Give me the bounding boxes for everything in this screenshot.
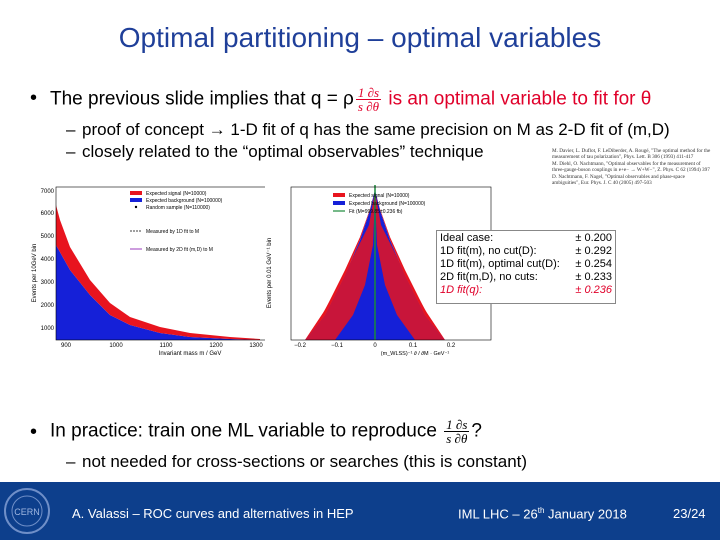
plot-left-ylabel: Events per 10GeV bin: [32, 244, 38, 303]
legend-swatch: [130, 191, 142, 195]
results-row: 1D fit(m), optimal cut(D): ± 0.254: [440, 258, 612, 271]
bullet-2-prefix: In practice: train one ML variable to re…: [50, 420, 443, 442]
xtick: −0.2: [294, 343, 307, 349]
event-superscript: th: [537, 506, 545, 515]
sub-bullet-2: – closely related to the “optimal observa…: [66, 142, 484, 161]
results-row: 2D fit(m,D), no cuts: ± 0.233: [440, 271, 612, 284]
results-value: ± 0.236: [575, 284, 612, 296]
legend-entry: Expected background (N=100000): [146, 198, 223, 204]
event-prefix: IML LHC – 26: [458, 506, 538, 522]
plot-left-xlabel: Invariant mass m / GeV: [159, 351, 222, 357]
background-area: [56, 245, 260, 340]
xtick: 900: [61, 343, 72, 349]
event-suffix: January 2018: [544, 506, 627, 522]
bullet-1-prefix: The previous slide implies that q = ρ: [50, 88, 354, 110]
legend-entry: Measured by 2D fit (m,D) to M: [146, 247, 213, 253]
xtick: 0: [373, 343, 377, 349]
ytick: 1000: [41, 326, 55, 332]
xtick: −0.1: [331, 343, 344, 349]
plot-right-ylabel: Events per 0.01 GeV⁻¹ bin: [267, 238, 273, 309]
ytick: 2000: [41, 303, 55, 309]
derivative-fraction: 1 ∂s s ∂θ: [355, 85, 382, 114]
footer-bar: CERN A. Valassi – ROC curves and alterna…: [0, 482, 720, 540]
bullet-marker: •: [30, 421, 38, 443]
ytick: 3000: [41, 280, 55, 286]
xtick: 0.1: [409, 343, 418, 349]
fraction-denominator: s ∂θ: [446, 431, 468, 446]
results-value: ± 0.200: [575, 232, 612, 244]
footer-author: A. Valassi – ROC curves and alternatives…: [72, 506, 354, 521]
results-row: 1D fit(m), no cut(D): ± 0.292: [440, 245, 612, 258]
legend-entry: Expected signal (N=10000): [349, 193, 410, 199]
bullet-marker: •: [30, 87, 38, 109]
signal-area: [56, 205, 260, 340]
sub-bullet-3-text: not needed for cross-sections or searche…: [82, 452, 528, 471]
fraction-numerator: 1 ∂s: [355, 85, 382, 100]
legend-entry: Fit (M=999.85±0.236 fb): [349, 209, 403, 215]
results-row: 1D fit(q): ± 0.236: [440, 284, 612, 297]
bullet-2-suffix: ?: [471, 420, 482, 442]
footer-event: IML LHC – 26th January 2018: [458, 506, 627, 521]
sub-bullet-3: – not needed for cross-sections or search…: [66, 452, 528, 471]
results-row: Ideal case: ± 0.200: [440, 232, 612, 245]
legend-swatch: [333, 193, 345, 197]
reference-item: D. Nachtmann, F. Nagel, "Optimal observa…: [552, 173, 685, 187]
derivative-fraction: 1 ∂s s ∂θ: [444, 417, 470, 446]
ytick: 5000: [41, 234, 55, 240]
ytick: 7000: [41, 189, 55, 195]
results-label: 1D fit(m), no cut(D):: [440, 245, 537, 257]
results-value: ± 0.292: [575, 245, 612, 257]
reference-item: M. Davier, L. Duflot, F. LeDiberder, A. …: [552, 148, 711, 161]
slide-title: Optimal partitioning – optimal variables: [118, 22, 602, 53]
references: M. Davier, L. Duflot, F. LeDiberder, A. …: [552, 148, 712, 186]
xtick: 0.2: [447, 343, 456, 349]
legend-swatch: [333, 201, 345, 205]
xtick: 1200: [209, 343, 223, 349]
results-label: 2D fit(m,D), no cuts:: [440, 271, 538, 283]
q-distribution-plot: Events per 0.01 GeV⁻¹ bin −0.2 −0.1 0 0.…: [265, 185, 495, 357]
results-value: ± 0.254: [575, 258, 612, 270]
plot-right-xlabel: (m_WLSS)⁻¹ ∂ / ∂M · GeV⁻¹: [381, 351, 450, 357]
xtick: 1000: [109, 343, 123, 349]
xtick: 1300: [249, 343, 263, 349]
xtick: 1100: [160, 343, 174, 349]
ytick: 4000: [41, 257, 55, 263]
legend-entry: Expected signal (N=10000): [146, 191, 207, 197]
bullet-2: In practice: train one ML variable to re…: [50, 418, 482, 445]
mass-distribution-plot: Events per 10GeV bin 7000 6000 5000 4000…: [30, 185, 270, 357]
bullet-1-suffix: is an optimal variable to fit for θ: [383, 88, 652, 110]
results-value: ± 0.233: [575, 271, 612, 283]
legend-swatch: [134, 205, 138, 209]
legend-entry: Measured by 1D fit to M: [146, 229, 199, 235]
results-table: Ideal case: ± 0.200 1D fit(m), no cut(D):…: [436, 230, 616, 304]
legend-entry: Expected background (N=100000): [349, 201, 426, 207]
legend-entry: Random sample (N=110000): [146, 205, 210, 211]
results-label: 1D fit(m), optimal cut(D):: [440, 258, 560, 270]
ytick: 6000: [41, 211, 55, 217]
sub-bullet-2-text: closely related to the “optimal observab…: [82, 142, 484, 161]
cern-logo-icon: CERN: [4, 488, 50, 534]
fraction-denominator: s ∂θ: [357, 99, 380, 114]
page-number: 23/24: [673, 506, 706, 521]
sub-bullet-1-text: proof of concept → 1-D fit of q has the …: [82, 120, 670, 139]
results-label: Ideal case:: [440, 232, 494, 244]
logo-text: CERN: [14, 507, 40, 517]
results-label: 1D fit(q):: [440, 284, 483, 296]
fraction-numerator: 1 ∂s: [444, 417, 470, 432]
legend-swatch: [130, 198, 142, 202]
reference-item: M. Diehl, O. Nachtmann, "Optimal observa…: [552, 160, 710, 174]
sub-bullet-1: – proof of concept → 1-D fit of q has the…: [66, 120, 670, 139]
